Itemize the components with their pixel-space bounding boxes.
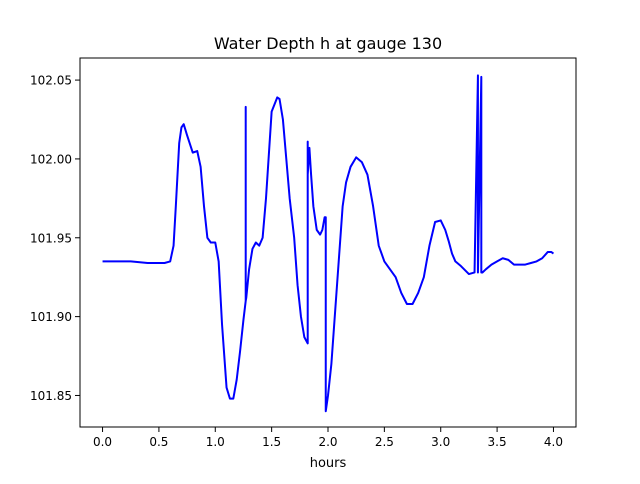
x-tick-label: 2.5 <box>375 435 394 449</box>
x-tick-label: 3.5 <box>488 435 507 449</box>
x-tick-label: 4.0 <box>544 435 563 449</box>
x-tick-label: 3.0 <box>431 435 450 449</box>
y-axis: 101.85 101.90 101.95 102.00 102.05 <box>30 74 80 403</box>
y-tick-label: 101.90 <box>30 310 72 324</box>
x-tick-label: 0.5 <box>149 435 168 449</box>
x-tick-label: 0.0 <box>93 435 112 449</box>
y-tick-label: 101.95 <box>30 231 72 245</box>
x-tick-label: 1.0 <box>206 435 225 449</box>
series-line-1 <box>102 74 555 413</box>
x-tick-label: 1.5 <box>262 435 281 449</box>
x-axis-label: hours <box>310 456 347 471</box>
y-tick-label: 101.85 <box>30 389 72 403</box>
plot-frame <box>79 57 577 428</box>
chart-title: Water Depth h at gauge 130 <box>214 34 442 53</box>
x-axis: 0.0 0.5 1.0 1.5 2.0 2.5 3.0 3.5 4.0 <box>93 427 563 449</box>
plot-area <box>79 57 577 428</box>
x-tick-label: 2.0 <box>318 435 337 449</box>
y-tick-label: 102.00 <box>30 152 72 166</box>
y-tick-label: 102.05 <box>30 74 72 88</box>
